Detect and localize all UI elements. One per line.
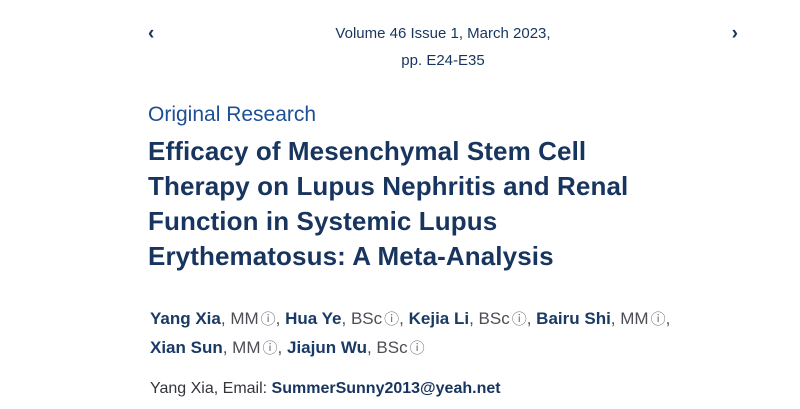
author-degree: , BSc [366,338,408,357]
title-line: Therapy on Lupus Nephritis and Renal [148,171,629,201]
author-separator: , [399,309,409,328]
author-separator: , [526,309,537,328]
info-icon[interactable]: ⓘ [409,340,425,357]
info-icon[interactable]: ⓘ [384,311,400,328]
author-degree: , MM [222,338,261,357]
author: Yang Xia, MM ⓘ, [150,309,285,328]
section-label: Original Research [148,103,317,126]
contact-label: Yang Xia, Email: [150,380,272,397]
article-header: Original Research Efficacy of Mesenchyma… [148,101,694,401]
title-line: Efficacy of Mesenchymal Stem Cell [148,136,587,166]
author: Bairu Shi, MM ⓘ, [536,309,670,328]
corresponding-author-contact: Yang Xia, Email: SummerSunny2013@yeah.ne… [148,377,694,401]
author: Jiajun Wu, BSc ⓘ [287,338,425,357]
author-separator: , [665,309,671,328]
author-name[interactable]: Xian Sun [150,338,223,357]
issue-pages-line: pp. E24-E35 [401,52,485,69]
title-line: Function in Systemic Lupus [148,206,498,236]
author-degree: , BSc [341,309,383,328]
author-separator: , [275,309,286,328]
chevron-right-icon: › [731,23,738,44]
info-icon[interactable]: ⓘ [650,311,666,328]
issue-navigation: ‹ Volume 46 Issue 1, March 2023, pp. E24… [148,20,738,74]
author-name[interactable]: Hua Ye [285,309,342,328]
author: Hua Ye, BSc ⓘ, [285,309,408,328]
author: Kejia Li, BSc ⓘ, [409,309,537,328]
author-degree: , BSc [469,309,510,328]
author-list: Yang Xia, MM ⓘ, Hua Ye, BSc ⓘ, Kejia Li, B… [148,305,694,363]
chevron-left-icon: ‹ [148,23,155,44]
info-icon[interactable]: ⓘ [511,311,527,328]
prev-issue-button[interactable]: ‹ [148,24,154,43]
author-name[interactable]: Yang Xia [150,309,221,328]
title-line: Erythematosus: A Meta-Analysis [148,241,554,271]
author-degree: , MM [220,309,259,328]
author: Xian Sun, MM ⓘ, [150,338,287,357]
author-degree: , MM [610,309,649,328]
email-link[interactable]: SummerSunny2013@yeah.net [271,380,501,397]
info-icon[interactable]: ⓘ [262,340,278,357]
author-name[interactable]: Bairu Shi [536,309,611,328]
author-name[interactable]: Jiajun Wu [286,338,367,357]
page-title: Efficacy of Mesenchymal Stem Cell Therap… [148,134,694,274]
info-icon[interactable]: ⓘ [260,311,276,328]
author-name[interactable]: Kejia Li [408,309,470,328]
issue-volume-line: Volume 46 Issue 1, March 2023, [335,25,551,42]
author-separator: , [277,338,287,357]
next-issue-button[interactable]: › [732,24,738,43]
